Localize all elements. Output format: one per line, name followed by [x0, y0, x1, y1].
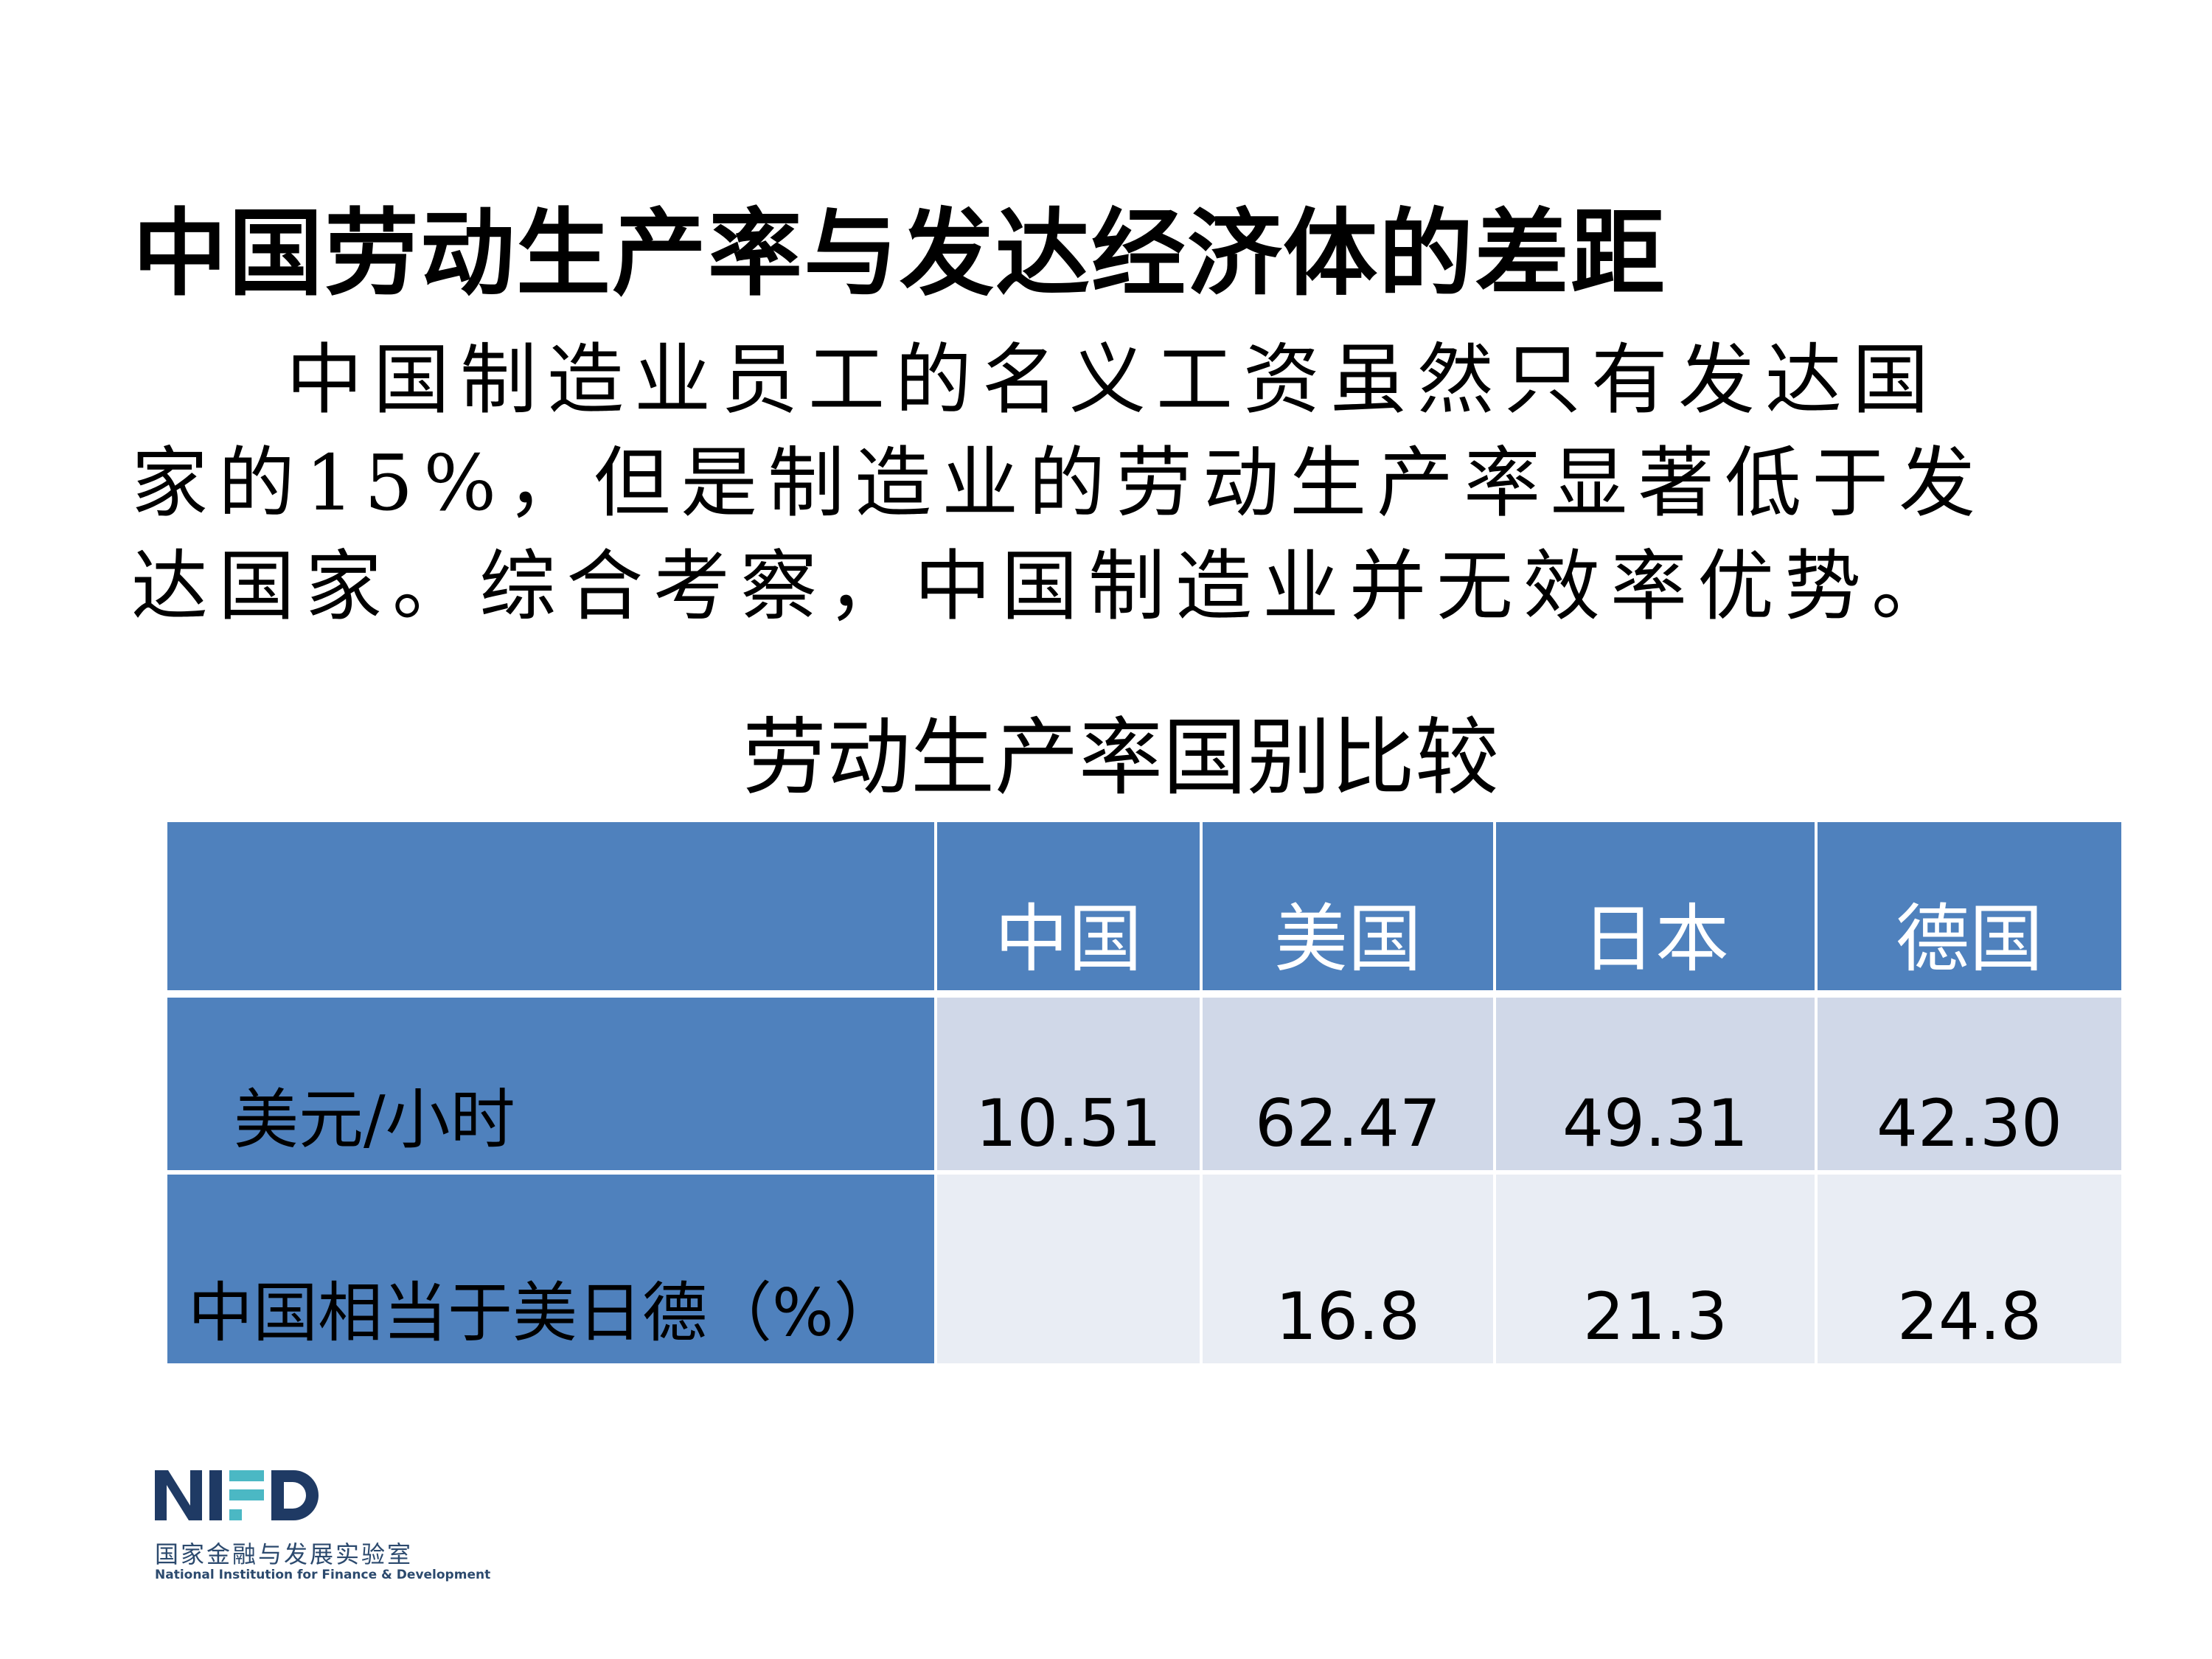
table-row: 中国相当于美日德（%） 16.8 21.3 24.8 [167, 1175, 2124, 1363]
table-cell: 10.51 [937, 998, 1203, 1175]
table-cell: 42.30 [1818, 998, 2124, 1175]
nifd-logo [155, 1470, 319, 1520]
header-germany: 德国 [1818, 822, 2124, 998]
table-row: 美元/小时 10.51 62.47 49.31 42.30 [167, 998, 2124, 1175]
row-label: 中国相当于美日德（%） [167, 1175, 937, 1363]
row-label: 美元/小时 [167, 998, 937, 1175]
table-cell: 16.8 [1203, 1175, 1496, 1363]
slide-title: 中国劳动生产率与发达经济体的差距 [133, 199, 1667, 309]
table-caption: 劳动生产率国别比较 [742, 709, 1499, 807]
logo-name-en: National Institution for Finance & Devel… [155, 1568, 491, 1582]
header-usa: 美国 [1203, 822, 1496, 998]
table-cell: 21.3 [1496, 1175, 1818, 1363]
table-cell: 24.8 [1818, 1175, 2124, 1363]
table-header-row: 中国 美国 日本 德国 [167, 822, 2124, 998]
body-paragraph: 中国制造业员工的名义工资虽然只有发达国家的15%，但是制造业的劳动生产率显著低于… [131, 335, 1986, 631]
header-empty [167, 822, 937, 998]
productivity-table: 中国 美国 日本 德国 美元/小时 10.51 62.47 49.31 42.3… [167, 822, 2124, 1363]
table-cell: 49.31 [1496, 998, 1818, 1175]
logo-name-cn: 国家金融与发展实验室 [155, 1540, 414, 1568]
header-china: 中国 [937, 822, 1203, 998]
table-cell [937, 1175, 1203, 1363]
table-cell: 62.47 [1203, 998, 1496, 1175]
header-japan: 日本 [1496, 822, 1818, 998]
